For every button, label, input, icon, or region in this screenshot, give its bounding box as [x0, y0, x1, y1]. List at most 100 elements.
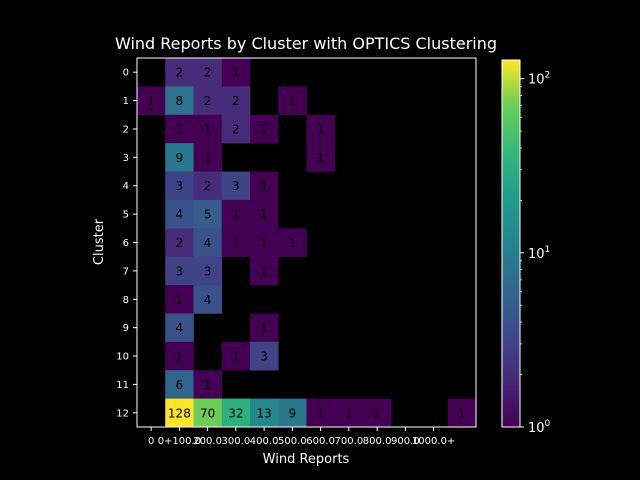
cell-value-label: 1 — [260, 264, 268, 278]
x-tick-label: 400.0 — [250, 436, 279, 447]
heatmap-cell — [306, 143, 336, 172]
cell-value-label: 3 — [176, 179, 184, 193]
heatmap-cell — [221, 86, 251, 116]
heatmap-cell — [165, 143, 194, 172]
cell-value-label: 3 — [204, 264, 212, 278]
y-tick-label: 8 — [123, 295, 129, 306]
cell-value-label: 128 — [168, 406, 191, 420]
cell-value-label: 6 — [176, 378, 184, 392]
y-tick-label: 0 — [123, 68, 129, 79]
colorbar-tick-label: 102 — [528, 71, 550, 88]
y-tick-label: 6 — [123, 238, 129, 249]
cell-value-label: 1 — [232, 208, 240, 222]
cell-value-label: 1 — [289, 236, 297, 250]
y-tick-label: 7 — [123, 266, 129, 277]
colorbar-tick-label: 101 — [528, 245, 550, 262]
colorbar-tick-base: 10 — [528, 73, 545, 88]
cell-value-label: 1 — [458, 406, 466, 420]
heatmap-cell — [165, 313, 194, 343]
heatmap-cell — [278, 398, 307, 428]
cell-value-label: 1 — [260, 208, 268, 222]
heatmap-cell — [165, 171, 194, 201]
heatmap-cell — [193, 199, 223, 229]
y-axis-label: Cluster — [92, 218, 107, 265]
cell-value-label: 2 — [176, 66, 184, 80]
cell-value-label: 1 — [260, 321, 268, 335]
y-tick-label: 10 — [116, 352, 129, 363]
cell-value-label: 4 — [176, 208, 184, 222]
x-tick-label: 600.0 — [306, 436, 335, 447]
colorbar-tick-exponent: 2 — [545, 71, 551, 81]
cell-value-label: 3 — [232, 179, 240, 193]
heatmap-cell — [221, 228, 251, 257]
colorbar-tick-exponent: 1 — [545, 245, 551, 255]
x-axis-label: Wind Reports — [263, 452, 350, 467]
heatmap-cell-labels: 2 2 11 8 2 2 11 1 2 1 19 1 13 2 3 14 5 1 12 4 1 1 13 3 11 44 11 1 36… — [147, 66, 465, 421]
cell-value-label: 2 — [204, 66, 212, 80]
heatmap-cell — [250, 341, 279, 371]
y-tick-label: 4 — [123, 181, 129, 192]
cell-value-label: 1 — [232, 236, 240, 250]
heatmap-cell — [165, 256, 194, 286]
cell-value-label: 5 — [204, 208, 212, 222]
cell-value-label: 3 — [260, 350, 268, 364]
cell-value-label: 9 — [289, 406, 297, 420]
heatmap-cell — [193, 256, 223, 286]
heatmap-cell — [165, 398, 194, 428]
colorbar-tick-base: 10 — [528, 247, 545, 262]
cell-value-label: 1 — [204, 151, 212, 165]
heatmap-cell — [193, 171, 223, 201]
cell-value-label: 1 — [232, 66, 240, 80]
heatmap-cell — [137, 86, 166, 116]
heatmap-cell — [278, 228, 307, 257]
cell-value-label: 4 — [176, 321, 184, 335]
cell-value-label: 8 — [176, 94, 184, 108]
cell-value-label: 1 — [204, 378, 212, 392]
cell-value-label: 9 — [176, 151, 184, 165]
cell-value-label: 1 — [317, 122, 325, 136]
cell-value-label: 70 — [200, 406, 215, 420]
heatmap-cell — [447, 398, 477, 428]
x-tick-label: 800.0 — [363, 436, 392, 447]
y-tick-label: 5 — [123, 210, 129, 221]
cell-value-label: 1 — [289, 94, 297, 108]
x-tick-label: 0 — [148, 436, 154, 447]
heatmap-cell — [165, 86, 194, 116]
heatmap-cell — [165, 341, 194, 371]
cell-value-label: 3 — [176, 264, 184, 278]
heatmap-cell — [278, 86, 307, 116]
heatmap-cell — [193, 398, 223, 428]
heatmap-cell — [193, 58, 223, 87]
heatmap-cell — [165, 114, 194, 144]
heatmap-cell — [250, 199, 279, 229]
cell-value-label: 1 — [147, 94, 155, 108]
chart-title: Wind Reports by Cluster with OPTICS Clus… — [115, 34, 497, 53]
x-tick-label: 300.0 — [222, 436, 251, 447]
y-tick-label: 1 — [123, 96, 129, 107]
heatmap-plot-area: 2 2 11 8 2 2 11 1 2 1 19 1 13 2 3 14 5 1 12 4 1 1 13 3 11 44 11 1 36… — [136, 57, 477, 428]
heatmap-cell — [334, 398, 364, 428]
cell-value-label: 2 — [204, 179, 212, 193]
y-tick-label: 2 — [123, 124, 129, 135]
cell-value-label: 1 — [317, 406, 325, 420]
y-tick-label: 3 — [123, 153, 129, 164]
cell-value-label: 1 — [260, 122, 268, 136]
colorbar-tick-label: 100 — [528, 419, 551, 436]
cell-value-label: 1 — [260, 236, 268, 250]
y-tick-label: 11 — [116, 380, 129, 391]
heatmap-cell — [306, 114, 336, 144]
heatmap-cell — [165, 228, 194, 257]
x-tick-label: 900.0 — [391, 436, 420, 447]
x-tick-label: 0+100.0 — [158, 436, 201, 447]
cell-value-label: 2 — [232, 94, 240, 108]
heatmap-cell — [250, 398, 279, 428]
heatmap-cell — [221, 171, 251, 201]
heatmap-cell — [250, 171, 279, 201]
heatmap-cell — [193, 114, 223, 144]
heatmap-cell — [193, 228, 223, 257]
colorbar-tick-exponent: 0 — [545, 419, 551, 429]
heatmap-cell — [221, 398, 251, 428]
